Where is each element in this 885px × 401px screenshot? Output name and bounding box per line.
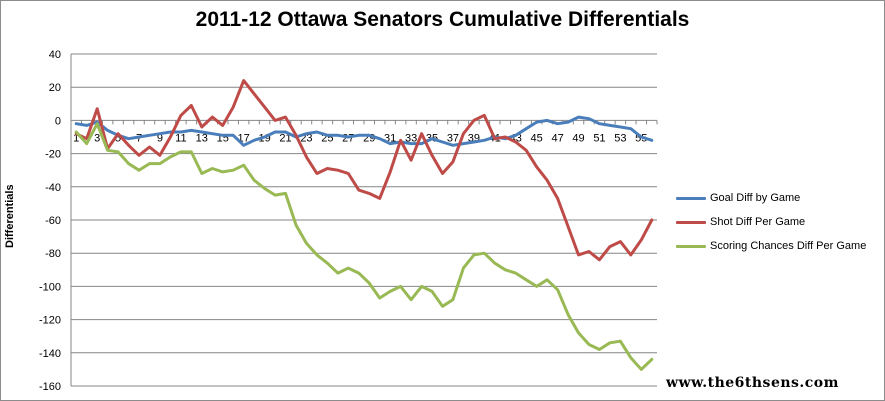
series-line-scoring-chances <box>74 122 654 371</box>
legend-label-goal-diff: Goal Diff by Game <box>710 192 801 204</box>
legend-swatch-goal-diff <box>676 196 706 200</box>
x-tick-label: 21 <box>279 132 291 144</box>
legend-item-goal-diff: Goal Diff by Game <box>676 186 866 210</box>
y-tick-label: -40 <box>45 182 61 194</box>
x-tick-label: 45 <box>531 132 543 144</box>
y-tick-label: -60 <box>45 215 61 227</box>
legend-item-scoring-chances: Scoring Chances Diff Per Game <box>676 234 866 258</box>
x-tick-label: 9 <box>157 132 163 144</box>
series-line-shot-diff <box>74 79 654 262</box>
y-tick-label: 20 <box>49 82 61 94</box>
x-tick-label: 53 <box>614 132 626 144</box>
legend-label-scoring-chances: Scoring Chances Diff Per Game <box>710 240 867 252</box>
y-tick-label: -80 <box>45 248 61 260</box>
legend-swatch-scoring-chances <box>676 244 706 248</box>
y-tick-label: -140 <box>39 348 61 360</box>
y-tick-label: 0 <box>55 115 61 127</box>
legend-label-shot-diff: Shot Diff Per Game <box>710 216 806 228</box>
chart-title: 2011-12 Ottawa Senators Cumulative Diffe… <box>195 8 690 31</box>
legend-item-shot-diff: Shot Diff Per Game <box>676 210 866 234</box>
y-tick-label: -20 <box>45 149 61 161</box>
y-tick-label: -160 <box>39 381 61 393</box>
legend-swatch-shot-diff <box>676 220 706 224</box>
y-tick-label: -100 <box>39 281 61 293</box>
x-tick-label: 1 <box>73 132 79 144</box>
legend: Goal Diff by Game Shot Diff Per Game Sco… <box>676 186 866 258</box>
x-tick-label: 33 <box>405 132 417 144</box>
watermark: www.the6thsens.com <box>666 375 839 391</box>
y-tick-label: -120 <box>39 315 61 327</box>
x-tick-label: 11 <box>175 132 186 144</box>
x-tick-label: 3 <box>94 132 100 144</box>
x-tick-label: 37 <box>447 132 459 144</box>
x-tick-label: 13 <box>196 132 208 144</box>
x-tick-label: 51 <box>593 132 605 144</box>
x-tick-label: 5 <box>115 132 121 144</box>
x-tick-label: 47 <box>551 132 563 144</box>
y-tick-label: 40 <box>49 49 61 61</box>
x-tick-label: 49 <box>572 132 584 144</box>
